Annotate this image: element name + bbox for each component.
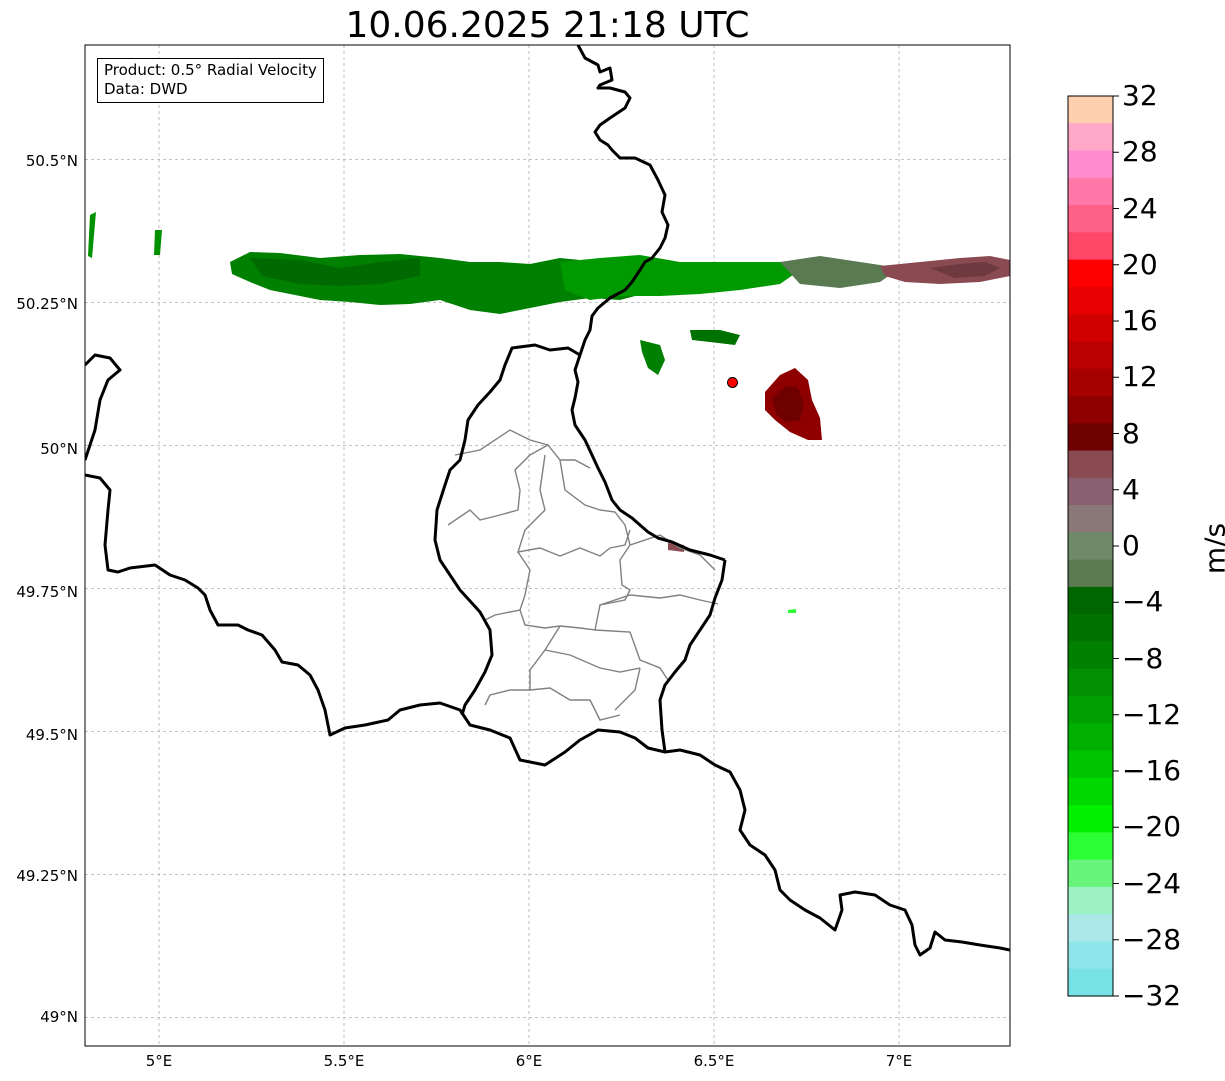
colorbar-bin — [1068, 941, 1113, 970]
colorbar-bin — [1068, 477, 1113, 506]
echo-fringe-west-2 — [154, 230, 162, 255]
colorbar-tick-label: 16 — [1122, 304, 1158, 337]
colorbar-tick-label: −12 — [1122, 697, 1182, 731]
echo-speckle-south — [690, 330, 740, 345]
colorbar-bin — [1068, 123, 1113, 152]
colorbar-bin — [1068, 750, 1113, 779]
lon-tick-5: 5°E — [145, 1052, 173, 1070]
product-text: Product: 0.5° Radial Velocity — [104, 61, 317, 79]
colorbar-tick-label: −16 — [1122, 754, 1182, 787]
colorbar-bin — [1068, 641, 1113, 670]
colorbar-tick-label: 28 — [1122, 135, 1158, 169]
lat-tick-50-25: 50.25°N — [16, 295, 78, 313]
colorbar-bin — [1068, 232, 1113, 261]
radar-echoes — [88, 212, 1010, 613]
country-borders — [85, 45, 1010, 957]
colorbar-bin — [1068, 450, 1113, 479]
colorbar-bin — [1068, 968, 1113, 997]
lat-tick-49-75: 49.75°N — [16, 583, 78, 601]
map-title: 10.06.2025 21:18 UTC — [345, 5, 750, 46]
lon-tick-7: 7°E — [885, 1052, 913, 1070]
colorbar-tick-label: −32 — [1122, 979, 1182, 1012]
colorbar-bin — [1068, 368, 1113, 397]
colorbar-bin — [1068, 859, 1113, 888]
echo-band-west-dark — [250, 258, 420, 286]
colorbar-bin — [1068, 259, 1113, 288]
lat-tick-49-25: 49.25°N — [16, 867, 78, 885]
colorbar-bin — [1068, 559, 1113, 588]
colorbar-bin — [1068, 341, 1113, 370]
canton-boundaries — [447, 429, 719, 721]
colorbar-bin — [1068, 177, 1113, 206]
colorbar-bin — [1068, 150, 1113, 179]
lat-tick-49-5: 49.5°N — [25, 726, 78, 744]
source-text: Data: DWD — [104, 80, 188, 98]
colorbar-bin — [1068, 777, 1113, 806]
colorbar-tick-label: 4 — [1122, 472, 1140, 506]
colorbar-bin — [1068, 205, 1113, 233]
lon-tick-6: 6°E — [515, 1052, 543, 1070]
colorbar-tick-label: 12 — [1122, 360, 1158, 394]
lat-tick-49: 49°N — [40, 1008, 78, 1026]
colorbar-tick-label: −28 — [1122, 922, 1182, 956]
colorbar-bin — [1068, 396, 1113, 424]
colorbar-bin — [1068, 696, 1113, 724]
velocity-colorbar — [1068, 96, 1113, 997]
colorbar-tick-label: 20 — [1122, 247, 1158, 281]
colorbar-tick-marks — [1113, 95, 1119, 997]
colorbar-bin — [1068, 723, 1113, 752]
colorbar-bin — [1068, 532, 1113, 561]
echo-band-central — [560, 255, 800, 300]
colorbar-bin — [1068, 832, 1113, 861]
colorbar-tick-label: 0 — [1122, 529, 1140, 562]
colorbar-bin — [1068, 505, 1113, 533]
radar-site-marker — [727, 376, 738, 388]
colorbar-tick-label: 32 — [1122, 79, 1158, 112]
colorbar-bin — [1068, 914, 1113, 943]
colorbar-tick-label: −8 — [1122, 641, 1164, 675]
echo-outbound-core — [772, 386, 804, 422]
product-info-box: Product: 0.5° Radial Velocity Data: DWD — [97, 58, 324, 103]
colorbar-tick-label: 24 — [1122, 191, 1158, 225]
echo-fringe-west — [88, 212, 96, 258]
colorbar-bin — [1068, 668, 1113, 697]
colorbar-tick-label: −20 — [1122, 810, 1182, 844]
colorbar-tick-label: −24 — [1122, 866, 1182, 900]
echo-band-east-dark — [930, 262, 1000, 278]
colorbar-bin — [1068, 886, 1113, 915]
colorbar-unit-label: m/s — [1198, 522, 1225, 575]
colorbar-bin — [1068, 423, 1113, 452]
colorbar-bin — [1068, 805, 1113, 833]
map-frame — [84, 44, 1011, 1047]
echo-band-central-light — [780, 256, 900, 288]
colorbar-bin — [1068, 96, 1113, 124]
colorbar-bin — [1068, 614, 1113, 643]
colorbar-tick-label: 8 — [1122, 416, 1140, 450]
colorbar-bin — [1068, 286, 1113, 315]
map-gridlines — [85, 45, 1010, 1046]
echo-small-cell — [788, 609, 796, 613]
lon-tick-5-5: 5.5°E — [323, 1052, 365, 1070]
echo-speckle-west — [640, 340, 665, 375]
lat-tick-50-5: 50.5°N — [25, 152, 78, 170]
colorbar-tick-label: −4 — [1122, 585, 1164, 619]
colorbar-bin — [1068, 586, 1113, 615]
colorbar-bin — [1068, 314, 1113, 343]
lon-tick-6-5: 6.5°E — [693, 1052, 735, 1070]
lat-tick-50: 50°N — [40, 440, 78, 458]
